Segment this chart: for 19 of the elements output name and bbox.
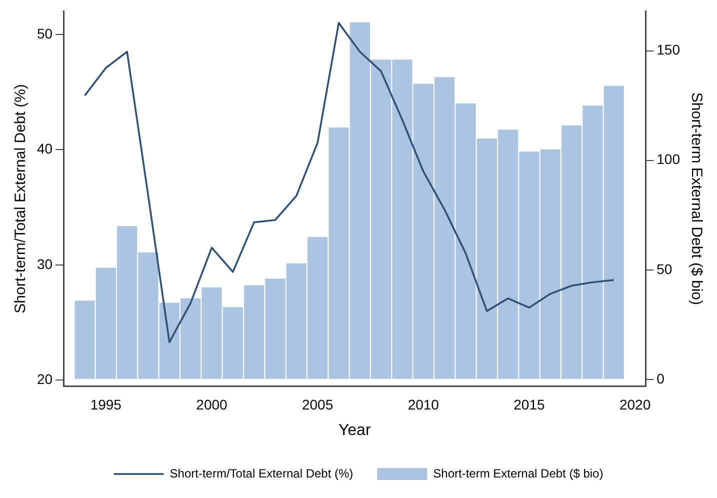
y2-tick-label: 150 bbox=[656, 42, 680, 58]
y-tick-label: 40 bbox=[36, 140, 53, 157]
y2-axis-title: Short-term External Debt ($ bio) bbox=[688, 92, 705, 305]
x-tick-label: 2020 bbox=[619, 396, 651, 412]
x-tick-label: 2015 bbox=[514, 396, 546, 412]
y2-tick-label: 50 bbox=[656, 260, 672, 277]
x-axis-title: Year bbox=[338, 422, 372, 439]
x-tick-label: 2000 bbox=[196, 396, 228, 412]
y-axis-title: Short-term/Total External Debt (%) bbox=[12, 84, 30, 314]
y-tick-label: 30 bbox=[36, 256, 53, 272]
y-tick-label: 50 bbox=[36, 25, 53, 42]
x-tick-label: 2005 bbox=[302, 396, 334, 412]
legend-label: Short-term/Total External Debt (%) bbox=[170, 466, 354, 480]
x-tick-label: 1995 bbox=[90, 396, 122, 412]
y2-tick-label: 0 bbox=[656, 370, 665, 386]
legend-label: Short-term External Debt ($ bio) bbox=[433, 466, 604, 480]
y-tick-label: 20 bbox=[36, 371, 53, 388]
y2-tick-label: 100 bbox=[656, 151, 680, 168]
x-tick-label: 2010 bbox=[408, 396, 440, 412]
